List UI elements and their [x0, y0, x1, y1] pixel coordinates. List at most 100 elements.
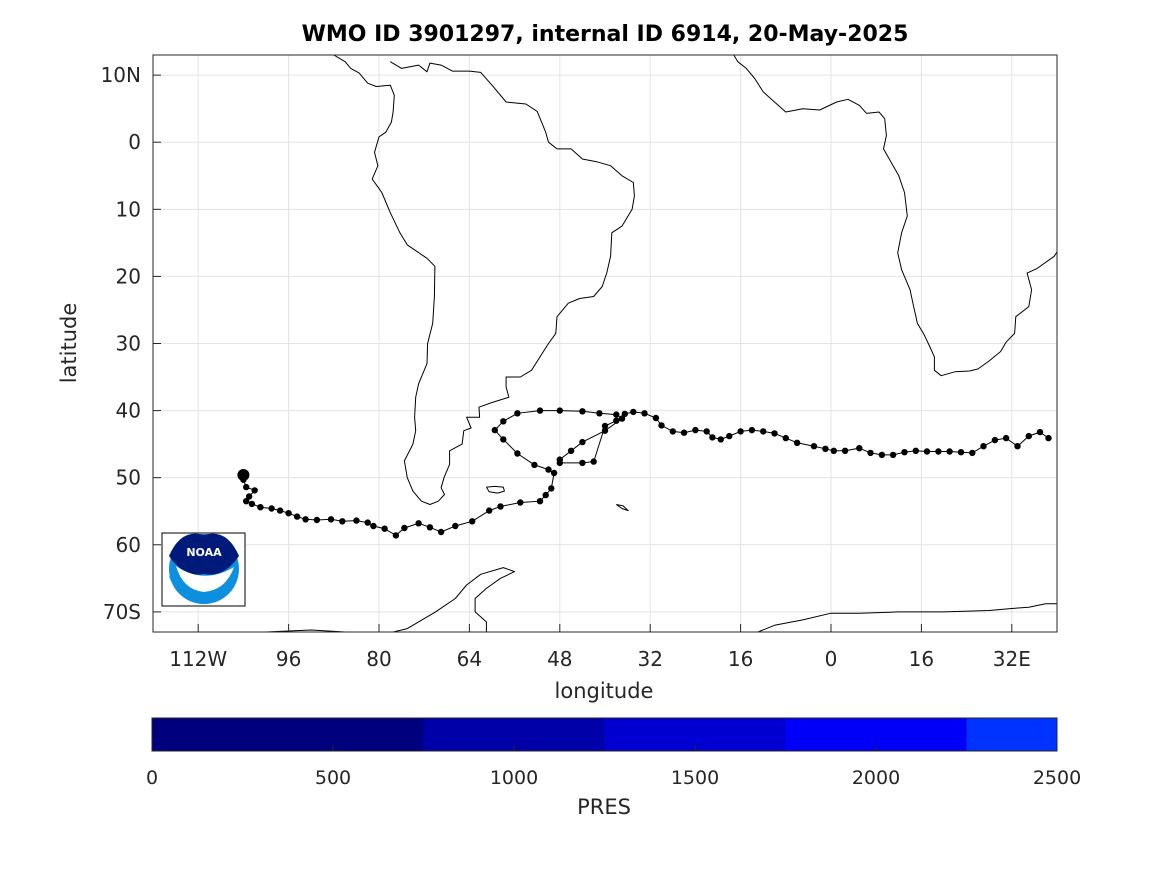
track-point — [641, 410, 648, 417]
track-point — [545, 466, 552, 473]
track-point — [856, 445, 863, 452]
chart-title: WMO ID 3901297, internal ID 6914, 20-May… — [302, 22, 909, 47]
track-point — [1036, 428, 1044, 436]
track-point — [658, 422, 665, 429]
track-point — [370, 522, 377, 530]
coastline-south-america — [333, 55, 635, 505]
track-point — [500, 436, 507, 443]
track-point — [579, 408, 586, 415]
track-point — [313, 516, 321, 524]
track-point — [339, 518, 346, 525]
axis-ticks: 112W 96 80 64 48 32 16 0 16 32E 10N 0 10 20 30 40 50 60 70… — [101, 63, 1031, 671]
track-point — [556, 459, 563, 467]
track-point — [257, 504, 264, 511]
track-point — [469, 518, 476, 525]
track-point — [486, 507, 493, 514]
track-point — [596, 410, 603, 417]
y-tick-label: 10N — [101, 63, 141, 87]
y-tick-label: 30 — [116, 332, 141, 356]
x-tick-label: 48 — [547, 647, 572, 671]
track-point — [531, 461, 538, 469]
track-point — [878, 451, 886, 459]
track-point — [268, 505, 275, 512]
x-tick-label: 32 — [637, 647, 662, 671]
track-point — [760, 428, 767, 435]
x-tick-label: 96 — [276, 647, 301, 671]
track-point — [579, 459, 586, 467]
track-point — [613, 411, 620, 418]
track-point — [353, 517, 360, 524]
track-point — [542, 491, 549, 499]
track-point — [392, 532, 400, 539]
track-point — [867, 449, 874, 457]
track-point — [957, 449, 965, 456]
track-point — [709, 434, 716, 441]
track-point — [923, 448, 931, 455]
x-tick-label: 80 — [366, 647, 391, 671]
track-point — [630, 408, 637, 416]
track-point — [364, 519, 371, 526]
track-point — [276, 507, 284, 514]
track-point — [935, 448, 942, 455]
track-point — [497, 503, 504, 510]
track-point — [248, 500, 256, 508]
track-point — [680, 429, 688, 436]
track-point — [621, 410, 628, 418]
track-point — [243, 498, 250, 505]
track-point — [500, 418, 507, 425]
track-point — [601, 427, 609, 434]
coastline-antarctica — [260, 567, 1057, 632]
colorbar-tick-label: 2000 — [852, 767, 900, 789]
track-point — [590, 458, 597, 465]
track-point — [415, 520, 422, 527]
track-point — [771, 430, 778, 437]
track-point — [579, 438, 586, 446]
colorbar-tick-label: 500 — [315, 767, 351, 789]
coastline-africa — [733, 55, 1057, 377]
track-point — [703, 428, 710, 435]
y-tick-label: 40 — [116, 399, 141, 423]
track-point — [452, 522, 459, 530]
y-tick-label: 0 — [128, 130, 141, 154]
y-tick-label: 50 — [116, 466, 141, 490]
track-point — [618, 415, 626, 422]
track-point — [652, 414, 660, 422]
track-point — [381, 525, 388, 532]
coastline-madagascar — [1076, 223, 1112, 314]
track-point — [1002, 434, 1010, 442]
track-point — [437, 528, 445, 536]
track-point — [980, 443, 987, 450]
track-point — [782, 434, 789, 442]
float-track — [237, 407, 1052, 539]
x-tick-label: 64 — [457, 647, 482, 671]
track-point — [293, 513, 301, 520]
track-point — [243, 483, 250, 491]
track-point — [1045, 434, 1052, 442]
colorbar: 0 500 1000 1500 2000 2500 — [146, 718, 1081, 789]
track-point — [401, 524, 408, 532]
track-point — [285, 510, 292, 517]
track-point — [536, 498, 544, 505]
track-point — [601, 422, 609, 430]
colorbar-segment — [152, 718, 424, 751]
track-point — [737, 428, 744, 435]
track-start-marker — [237, 469, 250, 481]
track-point — [912, 447, 919, 454]
colorbar-tick-label: 1500 — [671, 767, 719, 789]
svg-text:NOAA: NOAA — [186, 546, 222, 559]
track-point — [536, 407, 544, 414]
x-tick-label: 112W — [169, 647, 227, 671]
y-tick-label: 60 — [116, 533, 141, 557]
colorbar-segment — [966, 718, 1057, 751]
track-point — [692, 426, 699, 434]
colorbar-tick-label: 1000 — [490, 767, 538, 789]
track-point — [327, 516, 335, 523]
track-point — [889, 451, 897, 459]
track-point — [1025, 432, 1033, 440]
coastline-south-georgia — [616, 504, 629, 512]
track-point — [426, 524, 434, 531]
noaa-logo: NOAA — [161, 532, 246, 607]
track-point — [613, 417, 620, 424]
colorbar-label: PRES — [577, 795, 631, 819]
